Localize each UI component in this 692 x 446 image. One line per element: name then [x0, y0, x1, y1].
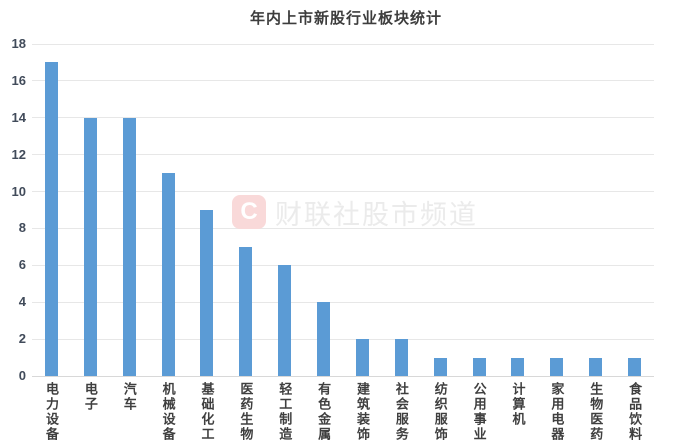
gridline-4	[32, 301, 654, 303]
bar-建筑装饰	[355, 339, 369, 376]
x-tick-label-纺织服饰: 纺织服饰	[432, 382, 448, 442]
x-tick-label-轻工制造: 轻工制造	[277, 382, 293, 442]
bar-社会服务	[394, 339, 408, 376]
bar-汽车	[122, 117, 136, 376]
x-tick-label-电子: 电子	[82, 382, 98, 412]
gridline-12	[32, 154, 654, 156]
gridline-14	[32, 117, 654, 119]
gridline-18	[32, 43, 654, 45]
bar-计算机	[511, 357, 525, 376]
gridline-0	[32, 375, 654, 377]
bar-电子	[83, 117, 97, 376]
x-tick-label-家用电器: 家用电器	[549, 382, 565, 442]
bar-食品饮料	[628, 357, 642, 376]
x-tick-label-电力设备: 电力设备	[43, 382, 59, 442]
bar-轻工制造	[278, 265, 292, 376]
gridline-10	[32, 191, 654, 193]
x-tick-label-有色金属: 有色金属	[316, 382, 332, 442]
y-tick-label-8: 8	[18, 220, 26, 236]
x-tick-label-社会服务: 社会服务	[393, 382, 409, 442]
bar-电力设备	[44, 62, 58, 376]
x-tick-label-基础化工: 基础化工	[199, 382, 215, 442]
x-tick-label-汽车: 汽车	[121, 382, 137, 412]
gridline-2	[32, 338, 654, 340]
x-tick-label-食品饮料: 食品饮料	[627, 382, 643, 442]
bar-医药生物	[239, 246, 253, 376]
x-tick-label-计算机: 计算机	[510, 382, 526, 427]
bar-生物医药	[589, 357, 603, 376]
y-tick-label-6: 6	[18, 257, 26, 273]
bar-公用事业	[472, 357, 486, 376]
bar-机械设备	[161, 173, 175, 376]
gridline-6	[32, 264, 654, 266]
bar-有色金属	[317, 302, 331, 376]
chart-title: 年内上市新股行业板块统计	[249, 10, 442, 27]
bar-基础化工	[200, 210, 214, 376]
y-tick-label-0: 0	[18, 368, 26, 383]
y-tick-label-4: 4	[18, 294, 26, 310]
x-tick-label-生物医药: 生物医药	[588, 382, 604, 442]
y-tick-label-10: 10	[11, 183, 26, 199]
gridline-8	[32, 227, 654, 229]
y-tick-label-12: 12	[11, 146, 26, 162]
y-tick-label-2: 2	[18, 331, 26, 347]
y-tick-label-16: 16	[11, 72, 26, 88]
y-tick-label-14: 14	[11, 109, 26, 125]
x-tick-label-医药生物: 医药生物	[238, 382, 254, 442]
gridline-16	[32, 80, 654, 82]
bar-纺织服饰	[433, 357, 447, 376]
x-tick-label-机械设备: 机械设备	[160, 382, 176, 442]
x-tick-label-建筑装饰: 建筑装饰	[354, 382, 370, 442]
y-tick-label-18: 18	[11, 36, 26, 51]
plot-area	[32, 43, 654, 377]
x-tick-label-公用事业: 公用事业	[471, 382, 487, 442]
bar-家用电器	[550, 357, 564, 376]
